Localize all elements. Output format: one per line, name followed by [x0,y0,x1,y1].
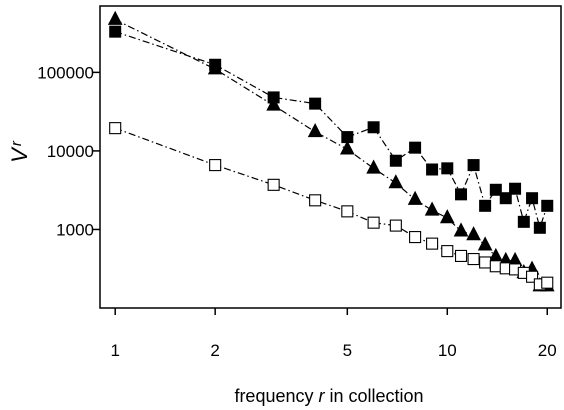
data-point [109,25,122,38]
data-point [409,141,422,154]
x-axis: 1 2 5 10 20 [110,308,557,360]
data-point [489,183,502,196]
y-tick-label: 10000 [47,142,94,161]
data-point [366,159,381,174]
series-filled-square [109,25,554,234]
x-tick-label: 20 [538,341,557,360]
data-point [453,222,469,237]
data-point [341,205,354,218]
data-point [309,194,322,207]
data-point [307,122,323,138]
data-point [409,231,422,244]
data-point [499,192,512,205]
data-point [439,209,455,224]
data-point [467,159,480,172]
data-point [367,121,380,134]
data-point [441,162,454,175]
data-point [479,256,492,269]
series-line [115,31,548,230]
y-axis-title: Vr [7,140,32,163]
data-point [424,201,440,216]
plot-frame [99,5,562,309]
y-tick-label: 100000 [37,63,94,82]
data-point [426,163,439,176]
data-point [309,97,322,110]
data-point [441,245,454,258]
data-point [533,221,546,234]
data-point [455,188,468,201]
series-layer [107,10,555,292]
data-point [209,159,222,172]
data-point [541,199,554,212]
data-point [207,60,223,75]
data-point [526,270,539,283]
series-filled-triangle [107,10,555,292]
y-axis: 1000 10000 100000 [37,63,100,239]
data-point [389,154,402,167]
data-point [109,122,122,135]
data-point [466,226,481,241]
x-tick-label: 5 [343,341,352,360]
data-point [489,260,502,273]
data-point [526,192,539,205]
data-point [266,96,281,111]
y-tick-label: 1000 [56,220,94,239]
data-point [426,237,439,250]
data-point [339,140,355,155]
data-point [488,247,504,262]
data-point [367,216,380,229]
data-point [479,199,492,212]
x-tick-label: 1 [110,341,119,360]
data-point [389,219,402,232]
data-point [454,249,468,262]
data-point [477,236,493,251]
x-axis-title: frequency r in collection [234,386,423,406]
data-point [509,182,522,195]
data-point [467,252,480,266]
data-point [407,190,423,205]
series-open-square [109,122,554,291]
data-point [267,178,280,191]
data-point [517,215,530,228]
x-tick-label: 10 [438,341,457,360]
svg-text:Vr: Vr [7,140,32,163]
x-tick-label: 2 [210,341,219,360]
data-point [107,10,123,25]
data-point [541,276,554,289]
data-point [388,174,404,189]
